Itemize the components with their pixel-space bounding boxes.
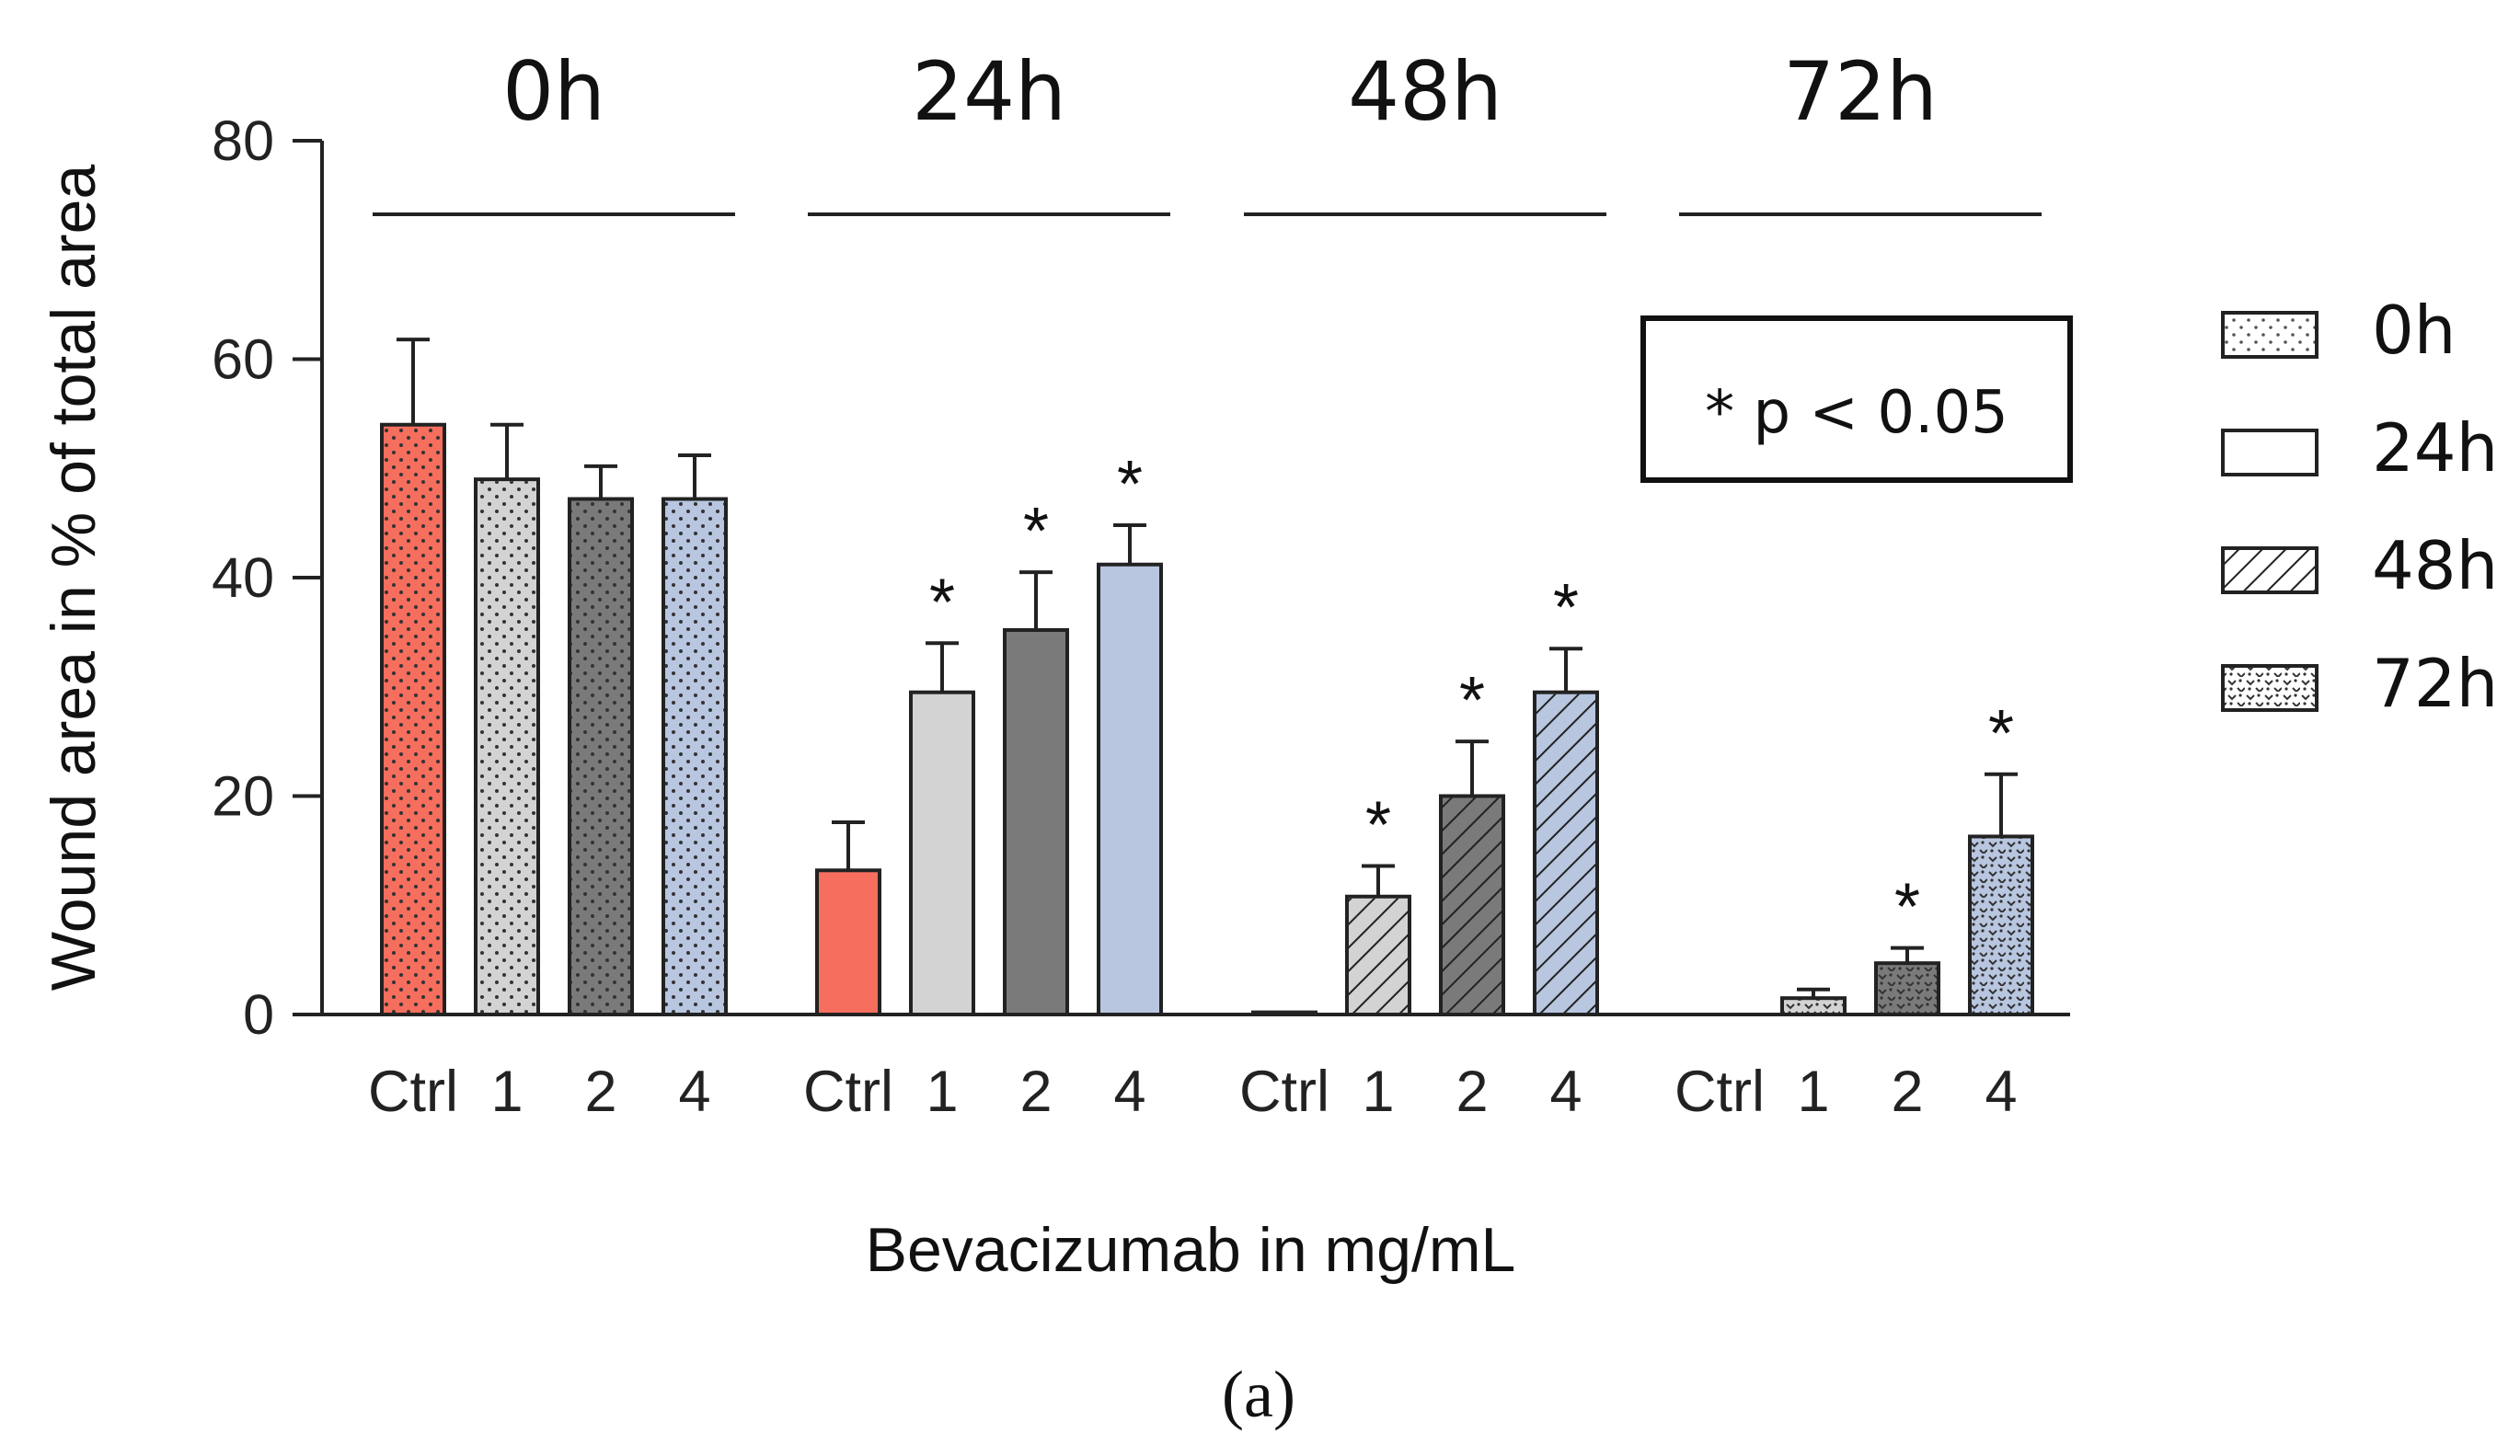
category-labels: Ctrl 1 2 4 Ctrl 1 2 4 Ctrl 1 2 4 Ctrl 1 2 4 <box>368 1060 2018 1124</box>
bar-pattern-0h-2 <box>571 500 630 1013</box>
y-tick-label-80: 80 <box>212 109 274 172</box>
significance-star-48h-2: * <box>1459 664 1485 738</box>
significance-star-72h-4: * <box>1988 697 2014 771</box>
legend-swatch-pattern-72h <box>2225 668 2315 708</box>
category-label-48h-2: 2 <box>1456 1060 1488 1124</box>
p-value-annotation: * p < 0.05 <box>1640 315 2073 483</box>
group-title-72h: 72h <box>1783 44 1938 139</box>
legend-swatch-pattern-48h <box>2225 550 2315 590</box>
category-label-24h-2: 2 <box>1019 1060 1052 1124</box>
y-tick-label-0: 0 <box>243 983 274 1046</box>
legend-swatch-pattern-0h <box>2225 315 2315 355</box>
y-tick-label-40: 40 <box>212 546 274 609</box>
category-label-48h-4: 4 <box>1549 1060 1582 1124</box>
legend-label-72h: 72h <box>2372 645 2498 722</box>
category-label-48h-ctrl: Ctrl <box>1239 1060 1329 1124</box>
category-label-48h-1: 1 <box>1362 1060 1394 1124</box>
category-label-72h-ctrl: Ctrl <box>1674 1060 1765 1124</box>
category-label-72h-1: 1 <box>1797 1060 1829 1124</box>
bar-24h-ctrl <box>815 868 881 1016</box>
legend-label-24h: 24h <box>2372 409 2498 487</box>
group-titles: 0h 24h 48h 72h <box>373 44 2042 216</box>
bar-pattern-0h-4 <box>665 500 724 1013</box>
y-tick-label-60: 60 <box>212 328 274 391</box>
bar-pattern-48h-2 <box>1443 797 1502 1013</box>
category-label-24h-1: 1 <box>926 1060 958 1124</box>
category-label-0h-2: 2 <box>584 1060 616 1124</box>
bar-pattern-48h-1 <box>1349 898 1408 1013</box>
bar-24h-2 <box>1003 628 1069 1016</box>
category-label-72h-4: 4 <box>1985 1060 2017 1124</box>
figure-caption: (a) <box>1222 1358 1295 1431</box>
bar-pattern-0h-ctrl <box>384 426 443 1013</box>
group-title-48h: 48h <box>1348 44 1502 139</box>
legend-label-0h: 0h <box>2372 292 2456 369</box>
y-ticks: 0 20 40 60 80 <box>212 109 322 1046</box>
bar-24h-1 <box>909 690 975 1016</box>
category-label-24h-4: 4 <box>1113 1060 1145 1124</box>
bar-24h-4 <box>1097 562 1163 1016</box>
significance-star-72h-2: * <box>1894 871 1920 945</box>
category-label-24h-ctrl: Ctrl <box>803 1060 893 1124</box>
category-label-0h-1: 1 <box>490 1060 523 1124</box>
x-axis-title: Bevacizumab in mg/mL <box>866 1215 1516 1285</box>
bar-48h-ctrl <box>1251 1010 1318 1016</box>
significance-star-24h-4: * <box>1117 448 1143 522</box>
significance-star-24h-2: * <box>1023 495 1049 568</box>
legend-swatch-24h <box>2221 429 2319 476</box>
significance-star-48h-1: * <box>1365 789 1391 863</box>
legend-label-48h: 48h <box>2372 527 2498 604</box>
bar-pattern-72h-1 <box>1784 1000 1843 1013</box>
significance-star-48h-4: * <box>1553 571 1579 645</box>
y-tick-label-20: 20 <box>212 765 274 828</box>
bar-pattern-48h-4 <box>1536 694 1595 1013</box>
p-value-box <box>1640 315 2073 483</box>
category-label-0h-ctrl: Ctrl <box>368 1060 458 1124</box>
y-axis-title: Wound area in % of total area <box>39 165 109 992</box>
category-label-0h-4: 4 <box>678 1060 710 1124</box>
group-title-24h: 24h <box>912 44 1066 139</box>
category-label-72h-2: 2 <box>1891 1060 1923 1124</box>
bar-pattern-72h-4 <box>1972 838 2031 1013</box>
group-title-0h: 0h <box>502 44 605 139</box>
bars-layer: * * * * * * * * <box>380 338 2034 1016</box>
bar-pattern-0h-1 <box>478 481 536 1013</box>
p-value-text: * p < 0.05 <box>1705 379 2008 447</box>
legend: 0h 24h 48h 72h <box>2221 292 2498 722</box>
significance-star-24h-1: * <box>929 566 955 639</box>
bar-pattern-72h-2 <box>1878 965 1937 1013</box>
